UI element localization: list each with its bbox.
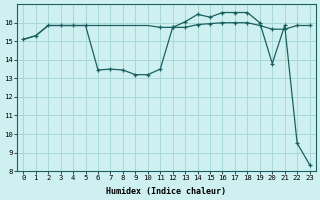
X-axis label: Humidex (Indice chaleur): Humidex (Indice chaleur) xyxy=(107,187,227,196)
